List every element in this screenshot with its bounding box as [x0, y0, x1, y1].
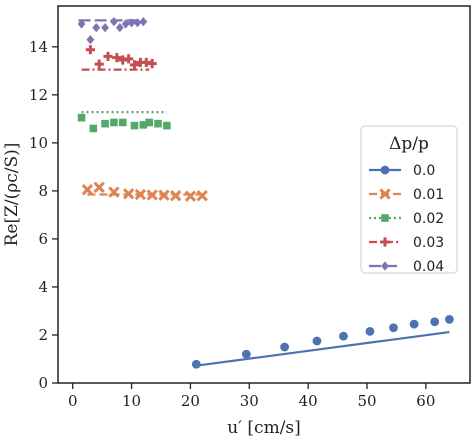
legend-entry-0.04: 0.04 [369, 259, 444, 275]
data-point [139, 121, 148, 129]
data-point [130, 121, 139, 130]
series-line [196, 331, 450, 367]
y-tick-label: 12 [29, 86, 48, 104]
data-point [170, 190, 182, 202]
legend: Δp/p 0.0 0.01 0.02 0.03 0.04 [360, 125, 458, 275]
data-point [94, 59, 104, 69]
data-point [108, 186, 120, 198]
legend-marker [380, 165, 390, 175]
data-point [118, 118, 127, 127]
data-point [312, 336, 322, 346]
data-point [129, 60, 140, 70]
x-tick-label: 10 [122, 392, 141, 410]
data-point [110, 118, 118, 127]
x-axis-label: u′ [cm/s] [227, 418, 301, 438]
legend-entry-0.0: 0.0 [369, 163, 435, 179]
data-point [122, 188, 135, 200]
series-0.01 [81, 181, 208, 202]
data-point [280, 342, 289, 352]
legend-label: 0.01 [413, 187, 444, 203]
series-0.02 [77, 111, 171, 133]
legend-marker [381, 214, 389, 222]
data-point [445, 314, 454, 324]
data-point [112, 53, 122, 63]
data-point [121, 19, 130, 29]
data-point [101, 119, 109, 128]
data-point [191, 359, 201, 369]
data-point [146, 189, 158, 201]
legend-entry-0.03: 0.03 [369, 235, 444, 251]
data-point [81, 184, 94, 196]
y-tick-label: 6 [38, 230, 48, 248]
y-tick-label: 0 [38, 374, 48, 392]
data-point [101, 23, 109, 33]
data-point [389, 323, 398, 333]
data-point [85, 45, 95, 55]
y-tick-label: 10 [29, 134, 48, 152]
data-point [430, 317, 440, 327]
data-point [77, 19, 86, 29]
x-tick-label: 30 [240, 392, 259, 410]
series-0.04 [77, 17, 148, 45]
data-point [139, 17, 148, 27]
axes: 0 10 20 30 40 50 60 0 2 4 6 8 10 12 14 [29, 5, 471, 410]
x-tick-label: 50 [357, 392, 376, 410]
data-point [110, 17, 118, 27]
legend-label: 0.02 [413, 211, 444, 227]
y-tick-label: 2 [38, 326, 48, 344]
y-tick-label: 14 [29, 38, 48, 56]
x-tick-label: 60 [416, 392, 435, 410]
data-point [124, 54, 134, 64]
legend-label: 0.03 [413, 235, 444, 251]
data-point [86, 35, 95, 45]
y-axis-label: Re[Z/(ρc/S)] [2, 143, 22, 247]
axes-frame [57, 5, 471, 384]
data-point [127, 18, 136, 28]
data-point [89, 124, 98, 133]
legend-box [360, 125, 458, 274]
data-point [241, 349, 251, 359]
data-point [184, 190, 197, 202]
legend-label: 0.04 [413, 259, 444, 275]
x-tick-label: 0 [68, 392, 78, 410]
legend-marker [381, 261, 389, 271]
data-point [365, 326, 375, 336]
data-point [158, 189, 170, 201]
data-point [115, 23, 124, 33]
legend-entry-0.02: 0.02 [369, 211, 444, 227]
data-point [147, 59, 157, 69]
data-point [133, 18, 142, 28]
legend-marker [379, 188, 391, 200]
y-tick-label: 8 [38, 182, 48, 200]
data-point [77, 113, 86, 122]
data-point [196, 190, 208, 202]
data-point [145, 118, 154, 127]
data-point [154, 119, 162, 128]
data-point [103, 51, 113, 62]
data-point [92, 23, 101, 33]
series-0.03 [81, 45, 157, 71]
legend-label: 0.0 [413, 163, 435, 179]
data-point [134, 188, 147, 201]
legend-title: Δp/p [389, 134, 429, 154]
x-tick-label: 40 [299, 392, 318, 410]
x-tick-label: 20 [181, 392, 200, 410]
data-point [163, 121, 171, 130]
y-tick-label: 4 [38, 278, 48, 296]
series-0.0 [191, 314, 454, 369]
legend-marker [380, 237, 390, 247]
legend-entry-0.01: 0.01 [369, 187, 444, 203]
data-point [339, 331, 348, 341]
chart-marks [77, 17, 454, 369]
data-point [93, 181, 105, 193]
data-point [409, 319, 419, 329]
